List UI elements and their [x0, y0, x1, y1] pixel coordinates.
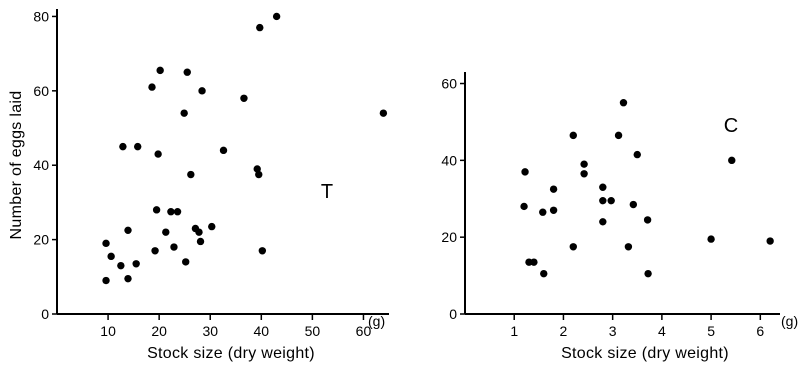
- panel-c-data-point: [549, 185, 558, 193]
- panel-t-data-point: [156, 66, 164, 75]
- panel-t-data-point: [258, 247, 267, 255]
- panel-t-y-axis-title: Number of eggs laid: [8, 91, 25, 240]
- panel-c-data-point: [569, 243, 577, 251]
- panel-t-y-tick-label: 80: [33, 8, 49, 24]
- panel-t-data-point: [208, 222, 216, 231]
- panel-t-points: [102, 12, 388, 285]
- panel-c-y-tick-label: 60: [441, 76, 457, 92]
- panel-c-y-tick-label: 0: [449, 306, 457, 322]
- panel-t-data-point: [253, 165, 261, 173]
- panel-c-data-point: [643, 216, 652, 224]
- panel-t-data-point: [173, 208, 182, 216]
- panel-t-data-point: [255, 170, 263, 179]
- panel-c-label: C: [724, 115, 738, 137]
- panel-t-data-point: [154, 150, 162, 158]
- panel-c-data-point: [540, 269, 548, 278]
- panel-c-data-point: [644, 269, 652, 278]
- panel-c-data-point: [569, 131, 577, 140]
- panel-t-label: T: [321, 181, 333, 203]
- panel-t-data-point: [196, 237, 205, 246]
- panel-t-data-point: [187, 170, 195, 179]
- panel-t-data-point: [117, 261, 125, 270]
- panel-t-data-point: [119, 142, 127, 151]
- panel-t-data-point: [124, 226, 132, 235]
- panel-t-data-point: [152, 206, 161, 214]
- panel-t-data-point: [132, 260, 140, 268]
- panel-c-x-tick-label: 1: [510, 323, 518, 339]
- panel-c-data-point: [530, 258, 538, 266]
- panel-c-data-point: [599, 183, 607, 191]
- panel-t-data-point: [379, 109, 388, 117]
- panel-c-data-point: [520, 202, 528, 211]
- panel-c-x-tick-label: 3: [609, 323, 617, 339]
- panel-c-data-point: [599, 196, 607, 205]
- panel-c-data-point: [766, 237, 774, 245]
- panel-c-data-point: [599, 218, 607, 226]
- panel-c-data-point: [521, 168, 529, 176]
- panel-c-data-point: [633, 150, 641, 159]
- panel-t-data-point: [162, 228, 170, 236]
- panel-t-data-point: [198, 87, 206, 95]
- panel-t-y-tick-label: 60: [33, 83, 49, 99]
- panel-t-data-point: [272, 12, 281, 21]
- panel-c-x-tick-label: 6: [756, 323, 764, 339]
- panel-t-x-tick-label: 50: [305, 323, 321, 339]
- panel-c-data-point: [614, 131, 623, 140]
- scatter-panel-t: 10 20 30 40 50 60 0 20 40 60 80 (g) Stock size (dr…: [8, 8, 389, 362]
- panel-t-x-tick-label: 30: [202, 323, 218, 339]
- panel-c-data-point: [629, 200, 638, 209]
- panel-c-y-tick-label: 40: [441, 152, 457, 168]
- panel-t-data-point: [102, 276, 110, 285]
- panel-c-data-point: [539, 208, 547, 216]
- panel-c-x-axis-title: Stock size (dry weight): [561, 345, 729, 362]
- panel-t-data-point: [134, 142, 142, 151]
- panel-t-data-point: [151, 247, 159, 255]
- panel-c-y-tick-label: 20: [441, 229, 457, 245]
- panel-t-data-point: [167, 208, 175, 216]
- panel-c-x-unit: (g): [781, 313, 798, 329]
- panel-t-data-point: [256, 23, 264, 32]
- panel-c-x-tick-label: 5: [707, 323, 715, 339]
- panel-c-data-point: [728, 156, 736, 165]
- panel-c-data-point: [624, 243, 633, 251]
- panel-t-x-tick-label: 20: [151, 323, 167, 339]
- panel-t-y-tick-label: 20: [33, 232, 49, 248]
- panel-t-x-tick-label: 40: [254, 323, 270, 339]
- panel-t-data-point: [183, 68, 191, 76]
- panel-t-data-point: [182, 258, 190, 266]
- panel-c-points: [520, 99, 774, 278]
- panel-t-ticks: 10 20 30 40 50 60 0 20 40 60 80: [33, 8, 371, 339]
- panel-c-data-point: [580, 160, 588, 168]
- panel-t-data-point: [219, 146, 228, 155]
- panel-t-data-point: [180, 109, 188, 117]
- panel-c-x-tick-label: 2: [560, 323, 568, 339]
- panel-t-data-point: [195, 228, 203, 236]
- panel-c-data-point: [580, 170, 588, 178]
- panel-t-x-axis-title: Stock size (dry weight): [147, 345, 315, 362]
- panel-c-x-tick-label: 4: [658, 323, 666, 339]
- panel-c-data-point: [607, 196, 615, 205]
- panel-t-data-point: [102, 239, 110, 248]
- panel-t-x-unit: (g): [368, 313, 385, 329]
- panel-t-data-point: [170, 243, 178, 251]
- panel-c-data-point: [707, 235, 715, 243]
- panel-t-x-tick-label: 60: [356, 323, 372, 339]
- panel-c-data-point: [619, 99, 628, 107]
- panel-t-x-tick-label: 10: [100, 323, 116, 339]
- panel-t-y-tick-label: 0: [41, 306, 49, 322]
- panel-t-data-point: [240, 94, 248, 102]
- panel-t-data-point: [107, 252, 115, 261]
- panel-t-data-point: [148, 83, 156, 91]
- panel-t-y-tick-label: 40: [33, 157, 49, 173]
- panel-c-data-point: [549, 206, 558, 214]
- panel-t-data-point: [124, 274, 132, 283]
